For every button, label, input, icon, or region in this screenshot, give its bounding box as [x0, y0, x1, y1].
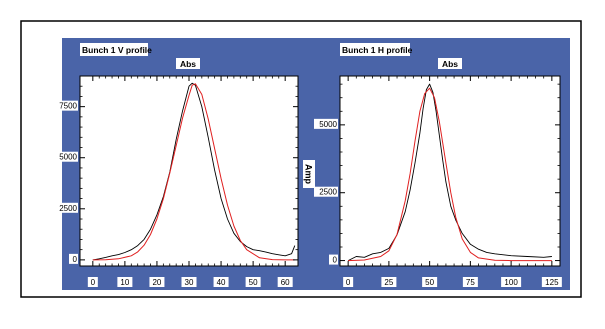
measured-profile-line [92, 82, 296, 261]
chart-title: Bunch 1 V profile [82, 45, 152, 55]
x-tick-label-box [422, 277, 438, 287]
x-tick-label: 100 [504, 278, 518, 287]
chart-v-profile: Bunch 1 V profile Abs 0 10 20 30 40 50 60 0 2500… [54, 43, 299, 287]
axes: 0 25 50 75 100 125 0 2500 5000 [314, 75, 562, 287]
x-tick-label: 125 [545, 278, 559, 287]
x-tick-label-box [149, 277, 165, 287]
plot-border [339, 75, 561, 267]
y-tick-label: 5000 [59, 153, 77, 162]
chart-title-box [340, 43, 410, 56]
y-tick-label: 0 [73, 255, 78, 264]
x-tick-label: 60 [281, 278, 290, 287]
x-tick-label-box [213, 277, 229, 287]
x-tick-label: 30 [185, 278, 194, 287]
y-tick-label: 2500 [319, 188, 337, 197]
chart-subtitle: Abs [180, 59, 196, 69]
x-tick-label-box [87, 277, 98, 287]
x-tick-label: 50 [425, 278, 434, 287]
plot-marks [92, 82, 296, 261]
y-axis-label-box [303, 160, 315, 188]
y-tick-label-box [314, 118, 338, 129]
measured-profile-line [347, 83, 552, 262]
x-tick-label-box [462, 277, 478, 287]
chart-subtitle-box [176, 58, 200, 69]
y-tick-label-box [54, 202, 78, 213]
x-tick-label-box [541, 277, 562, 287]
y-tick-label-box [329, 254, 338, 265]
y-tick-label: 0 [333, 256, 338, 265]
y-tick-label: 5000 [319, 120, 337, 129]
chart-subtitle: Abs [442, 59, 458, 69]
chart-title-box [80, 43, 148, 56]
chart-h-profile: Bunch 1 H profile Abs 0 25 50 75 100 125 0 2500… [314, 43, 562, 287]
plot-border [79, 75, 299, 267]
x-tick-label-box [277, 277, 293, 287]
x-tick-label-box [343, 277, 354, 287]
plot-area[interactable] [80, 76, 298, 266]
x-tick-label: 20 [152, 278, 161, 287]
y-tick-label-box [54, 151, 78, 162]
y-tick-label: 7500 [59, 102, 77, 111]
fit-curve-line [348, 87, 552, 262]
y-tick-label: 2500 [59, 204, 77, 213]
y-axis-label: Amp [304, 164, 314, 185]
y-axis-label-group: Amp [303, 160, 315, 188]
y-tick-label-box [54, 100, 78, 111]
plot-area[interactable] [340, 76, 560, 266]
outer-frame [20, 20, 582, 298]
x-tick-label-box [501, 277, 522, 287]
y-tick-label-box [69, 253, 78, 264]
chart-title: Bunch 1 H profile [342, 45, 413, 55]
x-tick-label-box [245, 277, 261, 287]
y-tick-label-box [314, 186, 338, 197]
plot-marks [347, 83, 552, 262]
fit-curve-line [92, 83, 295, 261]
x-tick-label-box [181, 277, 197, 287]
x-tick-label: 25 [384, 278, 393, 287]
x-tick-label: 0 [346, 278, 351, 287]
chart-subtitle-box [438, 58, 462, 69]
x-tick-label: 10 [120, 278, 129, 287]
axes: 0 10 20 30 40 50 60 0 2500 5000 7500 [54, 75, 299, 287]
x-tick-label: 75 [466, 278, 475, 287]
x-tick-label-box [381, 277, 397, 287]
x-tick-label: 0 [91, 278, 96, 287]
x-tick-label: 40 [217, 278, 226, 287]
x-tick-label-box [117, 277, 133, 287]
x-tick-label: 50 [249, 278, 258, 287]
